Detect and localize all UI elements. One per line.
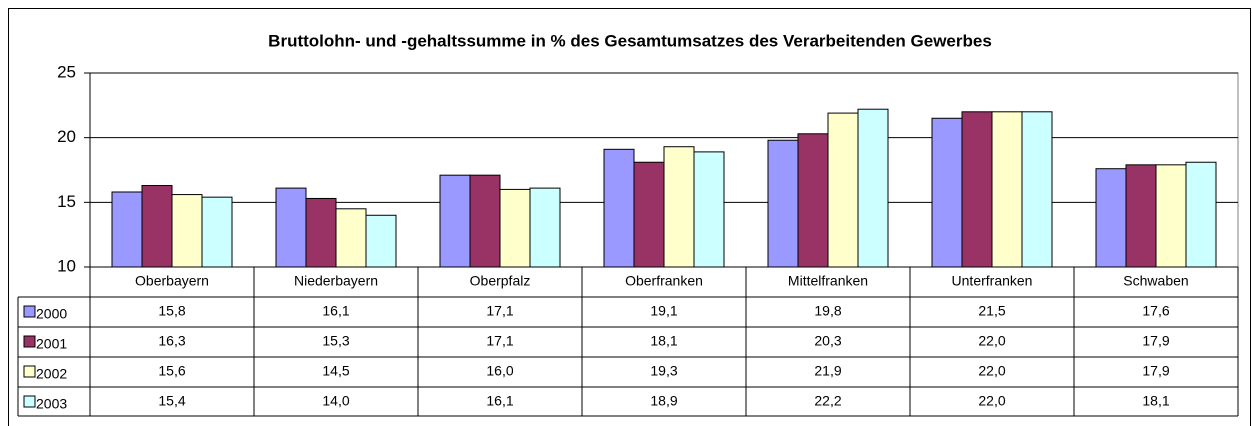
table-cell: 15,6 bbox=[158, 363, 185, 379]
bar bbox=[827, 112, 859, 268]
x-tick-label: Mittelfranken bbox=[788, 273, 868, 289]
legend-label: 2001 bbox=[36, 336, 67, 352]
legend-key bbox=[23, 335, 36, 348]
table-cell: 15,4 bbox=[158, 393, 185, 409]
bar bbox=[1155, 164, 1187, 268]
bar bbox=[499, 188, 531, 268]
table-cell: 17,9 bbox=[1142, 363, 1169, 379]
table-cell: 21,5 bbox=[978, 303, 1005, 319]
table-cell: 16,0 bbox=[486, 363, 513, 379]
bar bbox=[693, 151, 725, 268]
y-tick-label: 10 bbox=[57, 256, 76, 275]
table-cell: 14,5 bbox=[322, 363, 349, 379]
y-tick-label: 25 bbox=[57, 62, 76, 81]
bar bbox=[991, 111, 1023, 268]
y-tick-label: 15 bbox=[57, 192, 76, 211]
bar bbox=[439, 174, 471, 268]
x-tick-label: Niederbayern bbox=[294, 273, 378, 289]
bar bbox=[1185, 161, 1217, 268]
table-cell: 16,3 bbox=[158, 333, 185, 349]
legend-label: 2002 bbox=[36, 366, 67, 382]
bar bbox=[141, 185, 173, 268]
x-tick-label: Oberfranken bbox=[625, 273, 703, 289]
bar bbox=[767, 139, 799, 268]
table-cell: 20,3 bbox=[814, 333, 841, 349]
bar bbox=[335, 208, 367, 268]
table-cell: 15,8 bbox=[158, 303, 185, 319]
bar bbox=[469, 174, 501, 268]
x-tick-label: Oberbayern bbox=[135, 273, 209, 289]
x-tick-label: Oberpfalz bbox=[470, 273, 531, 289]
table-cell: 14,0 bbox=[322, 393, 349, 409]
bar bbox=[365, 214, 397, 268]
table-cell: 19,1 bbox=[650, 303, 677, 319]
table-cell: 22,0 bbox=[978, 333, 1005, 349]
bar bbox=[931, 117, 963, 268]
bar bbox=[857, 108, 889, 268]
bar bbox=[1095, 168, 1127, 268]
chart-title: Bruttolohn- und -gehaltssumme in % des G… bbox=[268, 31, 992, 50]
bar bbox=[111, 191, 143, 268]
bar bbox=[529, 187, 561, 268]
table-cell: 19,3 bbox=[650, 363, 677, 379]
legend-label: 2000 bbox=[36, 306, 67, 322]
bar bbox=[603, 148, 635, 268]
table-cell: 19,8 bbox=[814, 303, 841, 319]
table-cell: 17,1 bbox=[486, 333, 513, 349]
table-cell: 18,1 bbox=[1142, 393, 1169, 409]
bar bbox=[1021, 111, 1053, 268]
y-tick-label: 20 bbox=[57, 127, 76, 146]
table-cell: 18,1 bbox=[650, 333, 677, 349]
table-cell: 22,2 bbox=[814, 393, 841, 409]
bar bbox=[201, 196, 233, 268]
x-tick-label: Unterfranken bbox=[952, 273, 1033, 289]
bar bbox=[663, 146, 695, 268]
bar bbox=[797, 133, 829, 268]
bar bbox=[1125, 164, 1157, 268]
table-cell: 17,1 bbox=[486, 303, 513, 319]
table-cell: 18,9 bbox=[650, 393, 677, 409]
bar bbox=[961, 111, 993, 268]
legend-key bbox=[23, 365, 36, 378]
bar bbox=[171, 194, 203, 268]
x-tick-label: Schwaben bbox=[1123, 273, 1188, 289]
table-cell: 22,0 bbox=[978, 363, 1005, 379]
bar bbox=[305, 197, 337, 268]
table-cell: 21,9 bbox=[814, 363, 841, 379]
table-cell: 15,3 bbox=[322, 333, 349, 349]
bar bbox=[275, 187, 307, 268]
table-cell: 17,6 bbox=[1142, 303, 1169, 319]
legend-label: 2003 bbox=[36, 396, 67, 412]
table-cell: 22,0 bbox=[978, 393, 1005, 409]
table-cell: 16,1 bbox=[486, 393, 513, 409]
table-cell: 16,1 bbox=[322, 303, 349, 319]
legend-key bbox=[23, 305, 36, 318]
table-cell: 17,9 bbox=[1142, 333, 1169, 349]
bar bbox=[633, 161, 665, 268]
legend-key bbox=[23, 395, 36, 408]
